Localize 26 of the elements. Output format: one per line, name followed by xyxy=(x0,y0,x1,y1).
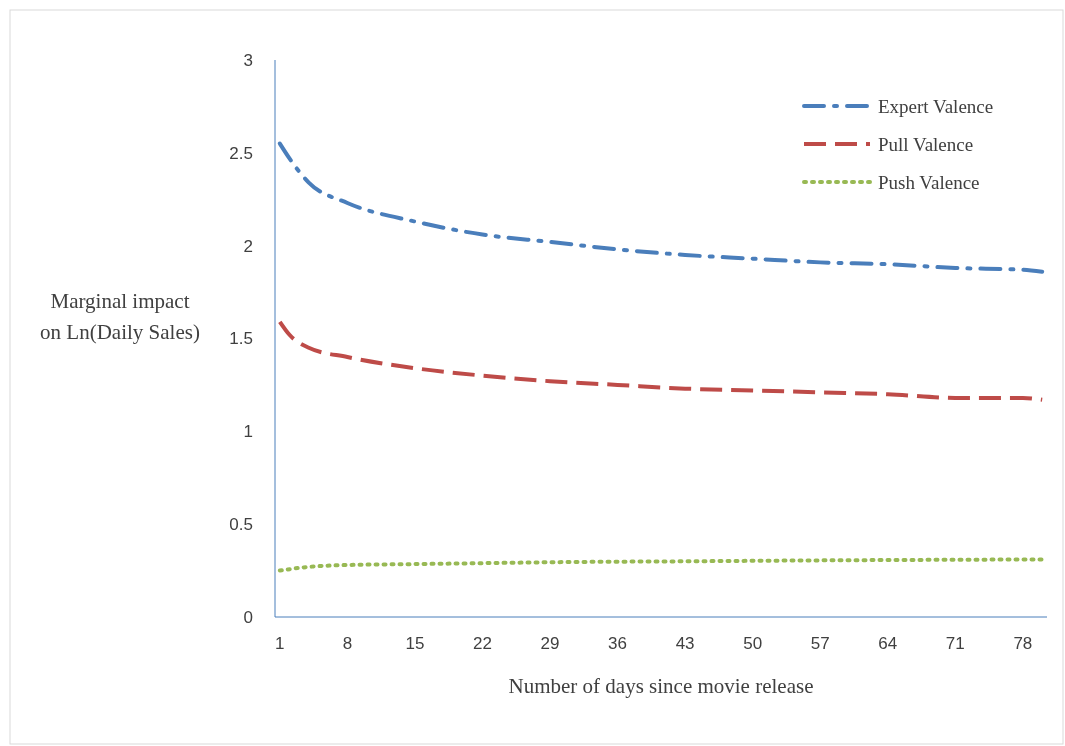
y-tick-label: 1 xyxy=(243,422,253,442)
y-tick-label: 1.5 xyxy=(229,329,253,349)
x-tick-label: 15 xyxy=(405,634,425,653)
y-tick-label: 0.5 xyxy=(229,515,253,535)
x-tick-label: 43 xyxy=(675,634,695,653)
x-tick-label: 57 xyxy=(810,634,830,653)
x-tick-label: 29 xyxy=(540,634,560,653)
legend-label: Expert Valence xyxy=(878,95,994,117)
x-tick-label: 50 xyxy=(743,634,763,653)
line-series xyxy=(277,557,1045,573)
legend-label: Push Valence xyxy=(878,171,980,193)
x-axis-title: Number of days since movie release xyxy=(508,674,814,698)
line-series xyxy=(277,319,1045,402)
y-tick-label: 3 xyxy=(243,50,253,70)
x-tick-label: 1 xyxy=(275,634,285,653)
y-tick-label: 2.5 xyxy=(229,143,253,163)
x-tick-label: 78 xyxy=(1013,634,1033,653)
x-tick-label: 71 xyxy=(945,634,965,653)
x-tick-label: 64 xyxy=(878,634,898,653)
y-tick-label: 0 xyxy=(243,607,253,627)
x-tick-label: 22 xyxy=(473,634,492,653)
y-axis-title: Marginal impact on Ln(Daily Sales) xyxy=(40,289,200,344)
x-tick-label: 8 xyxy=(342,634,353,653)
y-tick-label: 2 xyxy=(243,236,253,256)
legend-label: Pull Valence xyxy=(878,133,974,155)
x-tick-label: 36 xyxy=(608,634,628,653)
